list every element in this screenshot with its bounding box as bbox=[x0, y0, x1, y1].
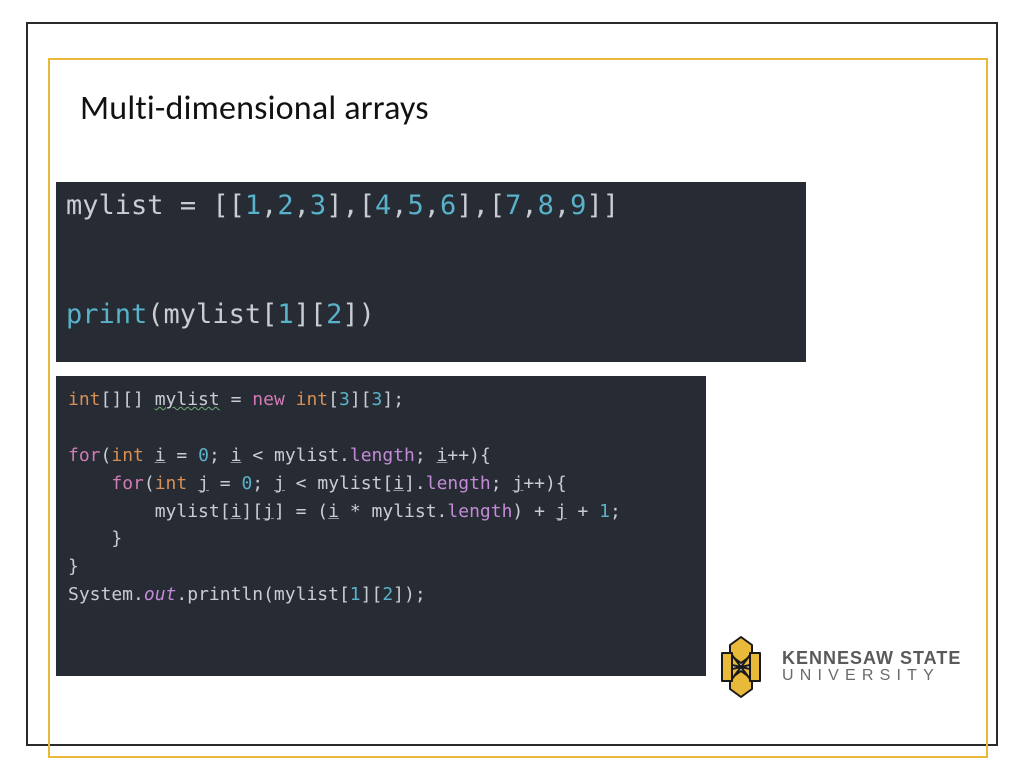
logo-text-line1: KENNESAW STATE bbox=[782, 649, 961, 667]
code-line: mylist = [[1,2,3],[4,5,6],[7,8,9]] bbox=[66, 188, 796, 224]
code-line: print(mylist[1][2]) bbox=[66, 297, 796, 333]
code-block-python: mylist = [[1,2,3],[4,5,6],[7,8,9]] print… bbox=[56, 182, 806, 362]
code-line: int[][] mylist = new int[3][3]; bbox=[68, 386, 694, 414]
code-line: for(int j = 0; j < mylist[i].length; j++… bbox=[68, 470, 694, 498]
code-line bbox=[66, 224, 796, 260]
university-logo: KENNESAW STATE UNIVERSITY bbox=[712, 632, 992, 702]
logo-text-line2: UNIVERSITY bbox=[782, 667, 961, 685]
logo-text: KENNESAW STATE UNIVERSITY bbox=[782, 649, 961, 685]
slide-title: Multi-dimensional arrays bbox=[80, 88, 429, 129]
code-line: System.out.println(mylist[1][2]); bbox=[68, 581, 694, 609]
code-line: } bbox=[68, 553, 694, 581]
code-line: mylist[i][j] = (i * mylist.length) + j +… bbox=[68, 498, 694, 526]
ks-monogram-icon bbox=[712, 635, 770, 699]
code-line: for(int i = 0; i < mylist.length; i++){ bbox=[68, 442, 694, 470]
code-block-java: int[][] mylist = new int[3][3]; for(int … bbox=[56, 376, 706, 676]
code-line bbox=[66, 261, 796, 297]
code-line bbox=[68, 414, 694, 442]
code-line: } bbox=[68, 525, 694, 553]
